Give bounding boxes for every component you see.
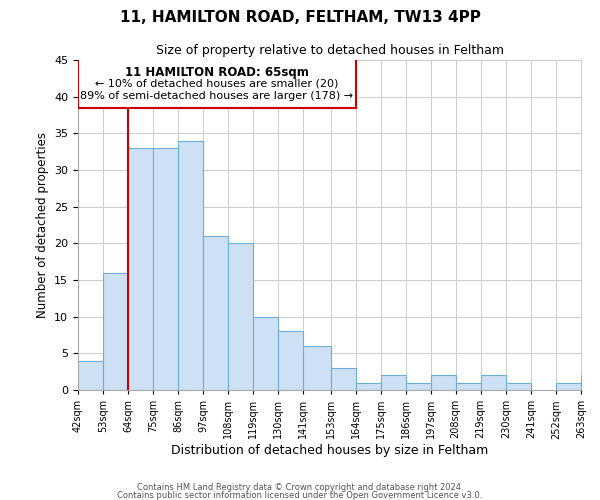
Bar: [380, 376, 406, 390]
Text: Contains public sector information licensed under the Open Government Licence v3: Contains public sector information licen…: [118, 491, 482, 500]
Bar: [78, 360, 103, 390]
Bar: [506, 382, 531, 390]
Text: ← 10% of detached houses are smaller (20): ← 10% of detached houses are smaller (20…: [95, 78, 338, 88]
Bar: [278, 332, 303, 390]
Bar: [456, 382, 481, 390]
Bar: [406, 382, 431, 390]
Bar: [253, 316, 278, 390]
Bar: [203, 236, 228, 390]
Text: 11 HAMILTON ROAD: 65sqm: 11 HAMILTON ROAD: 65sqm: [125, 66, 309, 79]
Bar: [178, 140, 203, 390]
Bar: [78, 56, 356, 108]
Bar: [481, 376, 506, 390]
Bar: [103, 272, 128, 390]
Bar: [356, 382, 380, 390]
Text: Contains HM Land Registry data © Crown copyright and database right 2024.: Contains HM Land Registry data © Crown c…: [137, 484, 463, 492]
Bar: [556, 382, 581, 390]
Bar: [153, 148, 178, 390]
Bar: [431, 376, 456, 390]
X-axis label: Distribution of detached houses by size in Feltham: Distribution of detached houses by size …: [172, 444, 488, 457]
Bar: [228, 244, 253, 390]
Title: Size of property relative to detached houses in Feltham: Size of property relative to detached ho…: [156, 44, 504, 58]
Bar: [331, 368, 356, 390]
Text: 89% of semi-detached houses are larger (178) →: 89% of semi-detached houses are larger (…: [80, 91, 353, 101]
Bar: [581, 376, 600, 390]
Y-axis label: Number of detached properties: Number of detached properties: [35, 132, 49, 318]
Text: 11, HAMILTON ROAD, FELTHAM, TW13 4PP: 11, HAMILTON ROAD, FELTHAM, TW13 4PP: [119, 10, 481, 25]
Bar: [303, 346, 331, 390]
Bar: [128, 148, 153, 390]
